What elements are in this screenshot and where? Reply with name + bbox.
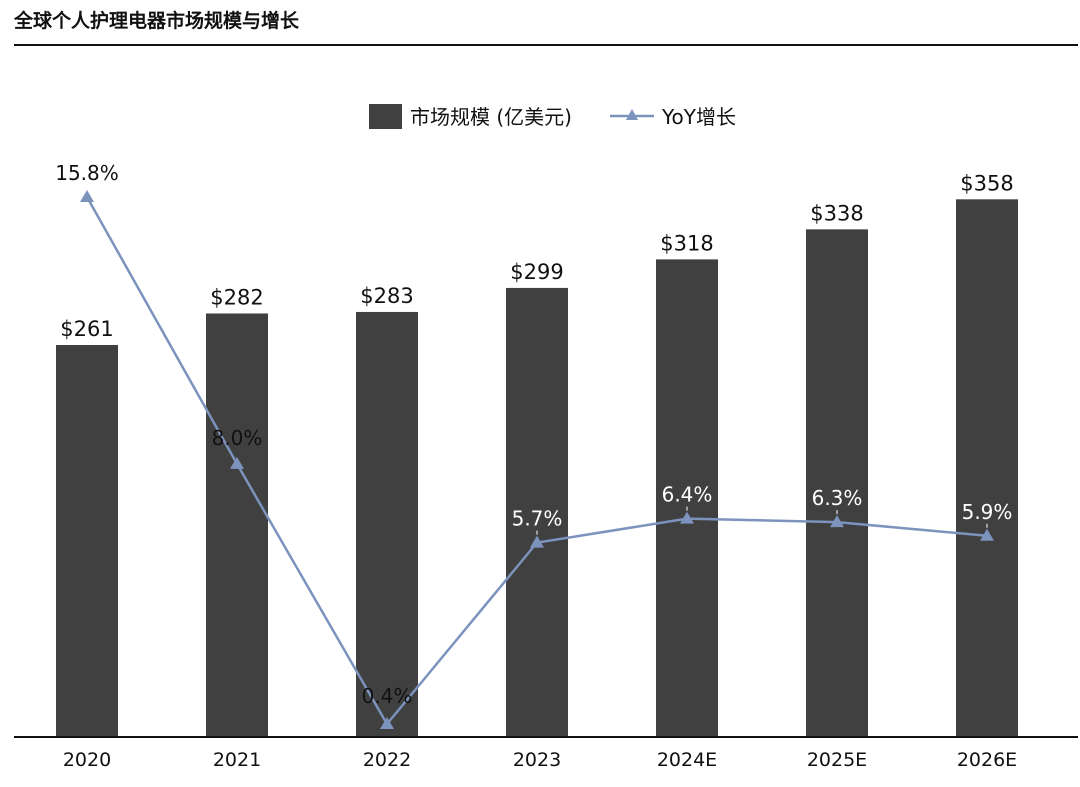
title-divider — [14, 44, 1078, 46]
bar-value-label: $358 — [960, 171, 1013, 195]
x-tick-label: 2023 — [513, 749, 561, 771]
bar-value-label: $282 — [210, 285, 263, 309]
bar — [206, 313, 268, 737]
bar-value-label: $283 — [360, 284, 413, 308]
line-point — [680, 511, 694, 524]
bar — [956, 199, 1018, 737]
line-value-label: 6.3% — [812, 486, 863, 510]
legend-line-marker — [626, 109, 638, 120]
bar-value-label: $338 — [810, 201, 863, 225]
legend-line-label: YoY增长 — [661, 105, 736, 129]
x-tick-label: 2020 — [63, 749, 111, 771]
bar-value-label: $318 — [660, 231, 713, 255]
chart-title: 全球个人护理电器市场规模与增长 — [14, 10, 300, 32]
line-value-label: 5.7% — [512, 507, 563, 531]
line-point — [830, 515, 844, 528]
line-value-label: 5.9% — [962, 500, 1013, 524]
line-point — [530, 535, 544, 548]
bar — [56, 345, 118, 737]
line-value-label: 0.4% — [362, 684, 413, 708]
bar — [356, 311, 418, 737]
x-tick-label: 2022 — [363, 749, 411, 771]
legend-bar-swatch — [369, 104, 402, 129]
line-value-label: 8.0% — [212, 426, 263, 450]
line-value-label: 15.8% — [55, 161, 119, 185]
x-tick-label: 2025E — [807, 749, 867, 771]
line-point — [380, 717, 394, 729]
legend: 市场规模 (亿美元) YoY增长 — [369, 104, 736, 129]
bar — [806, 229, 868, 738]
line-value-label: 6.4% — [662, 483, 713, 507]
x-tick-label: 2026E — [957, 749, 1017, 771]
bar — [506, 287, 568, 737]
x-tick-label: 2021 — [213, 749, 261, 771]
bar — [656, 259, 718, 737]
line-point — [980, 528, 994, 541]
line-point — [80, 190, 94, 202]
line-point — [230, 456, 244, 469]
x-tick-label: 2024E — [657, 749, 717, 771]
bar-value-label: $261 — [60, 317, 113, 341]
legend-bar-label: 市场规模 (亿美元) — [410, 105, 572, 129]
bar-value-label: $299 — [510, 260, 563, 284]
